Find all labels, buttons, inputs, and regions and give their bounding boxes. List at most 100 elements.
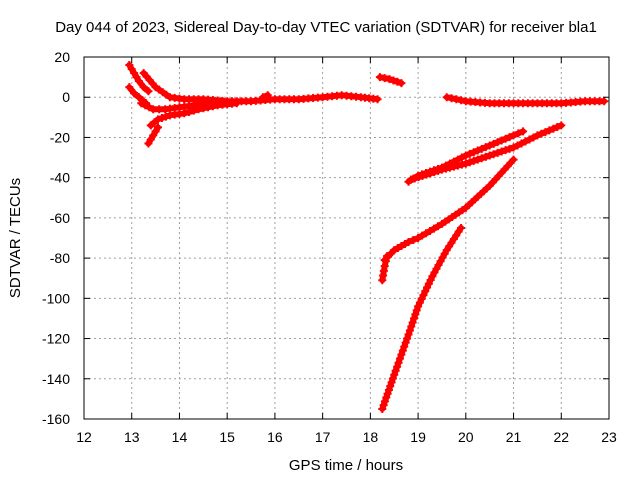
y-tick-label: -100 <box>42 290 70 306</box>
data-point-marker <box>395 354 404 363</box>
data-point-marker <box>391 366 400 375</box>
data-point-marker <box>132 73 141 82</box>
data-point-marker <box>412 306 421 315</box>
x-tick-label: 20 <box>458 429 474 445</box>
y-tick-labels: 20 0 -20 -40 -60 -80 -100 -120 -140 -160 <box>42 49 70 427</box>
x-axis-label: GPS time / hours <box>289 457 403 474</box>
data-point-marker <box>405 326 414 335</box>
data-point-marker <box>404 238 413 247</box>
y-tick-label: 20 <box>54 49 70 65</box>
data-point-marker <box>397 350 406 359</box>
data-point-marker <box>189 106 198 115</box>
data-point-marker <box>501 146 510 155</box>
data-point-marker <box>414 173 423 182</box>
x-tick-label: 23 <box>601 429 617 445</box>
data-point-marker <box>185 107 193 116</box>
data-point-marker <box>457 96 466 105</box>
data-point-marker <box>410 314 418 323</box>
data-point-marker <box>410 174 419 183</box>
data-point-marker <box>389 76 398 85</box>
x-tick-label: 19 <box>410 429 426 445</box>
data-point-marker <box>208 102 217 111</box>
x-tick-label: 21 <box>506 429 522 445</box>
data-point-marker <box>398 346 407 355</box>
data-point-marker <box>125 83 134 92</box>
data-point-marker <box>408 318 417 327</box>
data-point-marker <box>407 322 416 331</box>
data-point-marker <box>194 105 203 114</box>
data-point-marker <box>469 156 478 165</box>
data-point-marker <box>394 358 403 367</box>
data-point-marker <box>130 89 139 98</box>
data-point-marker <box>442 93 451 102</box>
data-point-marker <box>477 154 486 163</box>
x-tick-label: 12 <box>76 429 92 445</box>
data-point-marker <box>385 75 394 84</box>
data-point-marker <box>514 129 523 138</box>
data-point-marker <box>383 389 392 398</box>
data-point-marker <box>393 77 402 86</box>
data-point-marker <box>258 93 267 102</box>
data-point-marker <box>380 74 389 83</box>
data-point-marker <box>461 159 470 168</box>
y-tick-label: -160 <box>42 411 70 427</box>
data-point-marker <box>489 150 498 159</box>
data-point-marker <box>441 164 450 173</box>
data-point-marker <box>375 73 384 82</box>
data-point-marker <box>434 166 443 175</box>
y-tick-label: -40 <box>50 170 70 186</box>
data-point-marker <box>125 61 134 70</box>
data-point-marker <box>400 342 409 351</box>
data-point-marker <box>473 155 482 164</box>
data-point-marker <box>386 382 395 391</box>
data-point-marker <box>430 168 439 177</box>
data-point-marker <box>204 103 213 112</box>
data-point-marker <box>380 397 389 406</box>
data-point-marker <box>381 257 390 266</box>
data-point-marker <box>199 104 208 113</box>
data-point-marker <box>378 404 387 413</box>
data-point-marker <box>393 362 402 371</box>
data-point-marker <box>146 135 155 144</box>
data-point-marker <box>149 131 158 140</box>
data-point-marker <box>493 148 502 157</box>
data-point-marker <box>384 385 393 394</box>
data-point-marker <box>445 163 454 172</box>
data-point-marker <box>232 99 241 108</box>
data-point-marker <box>600 97 609 106</box>
data-point-marker <box>383 252 392 261</box>
data-point-marker <box>519 127 528 136</box>
chart-title: Day 044 of 2023, Sidereal Day-to-day VTE… <box>55 19 597 36</box>
data-point-marker <box>263 91 272 100</box>
y-tick-label: -60 <box>50 210 70 226</box>
data-point-marker <box>401 338 410 347</box>
y-tick-label: -20 <box>50 129 70 145</box>
data-point-marker <box>403 334 412 343</box>
data-point-marker <box>180 109 189 118</box>
x-tick-label: 15 <box>219 429 235 445</box>
data-point-marker <box>153 123 162 132</box>
data-point-marker <box>157 114 166 123</box>
data-point-marker <box>153 115 162 124</box>
data-point-marker <box>130 69 139 78</box>
x-tick-label: 18 <box>363 429 379 445</box>
y-tick-label: -120 <box>42 331 70 347</box>
data-point-marker <box>388 374 397 383</box>
data-point-marker <box>380 262 389 271</box>
x-tick-label: 22 <box>553 429 569 445</box>
y-tick-label: -80 <box>50 250 70 266</box>
data-point-marker <box>453 161 462 170</box>
data-point-marker <box>379 401 388 410</box>
data-points <box>125 61 609 413</box>
x-tick-labels: 12 13 14 15 16 17 18 19 20 21 22 23 <box>76 429 617 445</box>
data-point-marker <box>465 158 474 167</box>
data-point-marker <box>449 162 458 171</box>
x-tick-label: 17 <box>315 429 331 445</box>
data-point-marker <box>437 165 446 174</box>
data-point-marker <box>144 87 153 96</box>
data-point-marker <box>139 83 148 92</box>
y-axis-label: SDTVAR / TECUs <box>7 178 24 298</box>
data-point-marker <box>447 94 456 103</box>
data-point-marker <box>404 330 413 339</box>
